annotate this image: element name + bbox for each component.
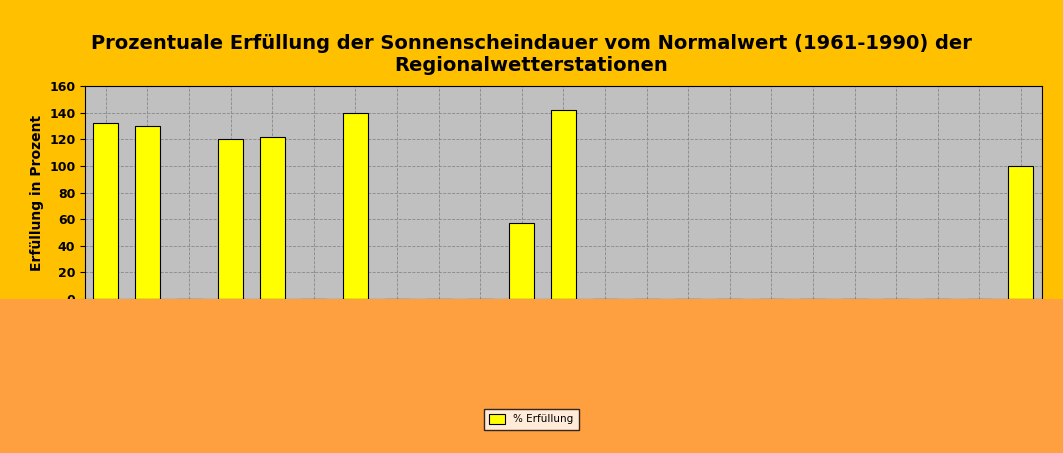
Bar: [551, 110, 576, 299]
Text: Prozentuale Erfüllung der Sonnenscheindauer vom Normalwert (1961-1990) der
Regio: Prozentuale Erfüllung der Sonnenscheinda…: [91, 34, 972, 75]
Bar: [135, 126, 159, 299]
Bar: [259, 137, 285, 299]
Legend: % Erfüllung: % Erfüllung: [484, 409, 579, 430]
Bar: [1009, 166, 1033, 299]
Y-axis label: Erfüllung in Prozent: Erfüllung in Prozent: [30, 115, 44, 270]
Bar: [218, 140, 243, 299]
Bar: [343, 113, 368, 299]
Bar: [94, 123, 118, 299]
Bar: [509, 223, 535, 299]
